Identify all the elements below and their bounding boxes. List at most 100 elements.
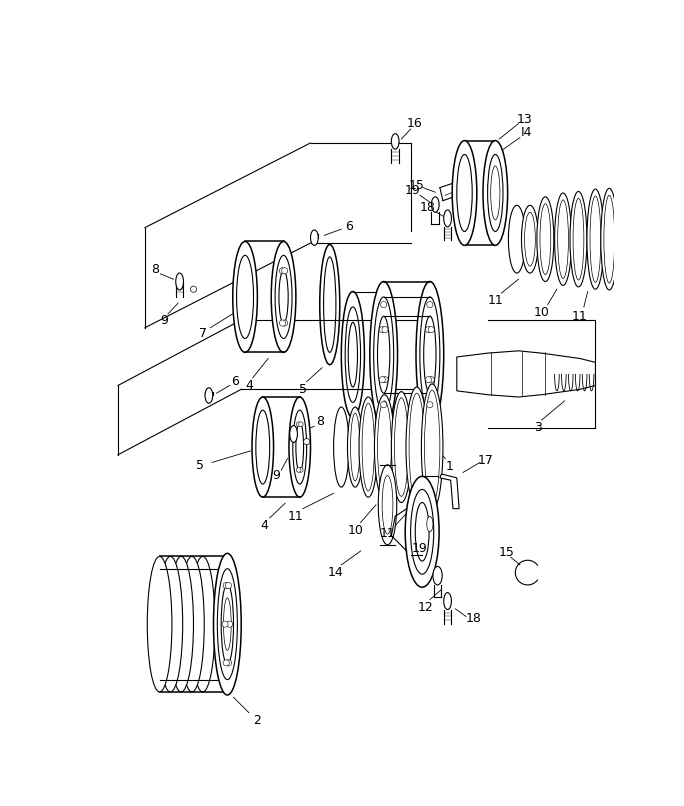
Ellipse shape	[540, 204, 551, 275]
Text: 11: 11	[287, 510, 303, 523]
Text: 4: 4	[245, 379, 253, 392]
Text: 8: 8	[151, 264, 159, 276]
Circle shape	[282, 320, 288, 326]
Ellipse shape	[382, 476, 393, 534]
Text: 13: 13	[516, 113, 532, 126]
Ellipse shape	[348, 322, 358, 387]
Ellipse shape	[409, 393, 425, 501]
Ellipse shape	[410, 489, 434, 574]
Polygon shape	[440, 474, 459, 509]
Circle shape	[382, 326, 388, 333]
Ellipse shape	[275, 256, 292, 339]
Text: 15: 15	[409, 179, 425, 192]
Text: 15: 15	[499, 546, 515, 559]
Ellipse shape	[350, 413, 360, 481]
Ellipse shape	[433, 567, 442, 585]
Text: 9: 9	[160, 314, 168, 326]
Ellipse shape	[213, 554, 241, 695]
Circle shape	[379, 326, 385, 333]
Ellipse shape	[176, 273, 183, 290]
Ellipse shape	[395, 398, 408, 496]
Ellipse shape	[590, 196, 601, 282]
Ellipse shape	[570, 192, 587, 287]
Circle shape	[304, 438, 310, 445]
Circle shape	[428, 376, 434, 383]
Ellipse shape	[319, 244, 340, 364]
Ellipse shape	[525, 212, 536, 266]
Ellipse shape	[347, 407, 363, 487]
Ellipse shape	[345, 307, 360, 402]
Text: 1: 1	[445, 459, 453, 473]
Ellipse shape	[391, 392, 411, 502]
Ellipse shape	[537, 197, 554, 281]
Ellipse shape	[252, 397, 274, 497]
Ellipse shape	[296, 422, 304, 472]
Ellipse shape	[444, 592, 451, 609]
Text: 9: 9	[273, 469, 280, 482]
Text: 11: 11	[380, 527, 395, 540]
Ellipse shape	[573, 198, 584, 280]
Text: 19: 19	[404, 184, 420, 197]
Text: 14: 14	[327, 566, 343, 579]
Circle shape	[427, 401, 433, 408]
Text: 5: 5	[196, 459, 205, 472]
Ellipse shape	[452, 140, 477, 245]
Ellipse shape	[457, 155, 472, 231]
Text: 18: 18	[419, 202, 436, 214]
Text: 6: 6	[231, 375, 239, 388]
Ellipse shape	[359, 397, 378, 497]
Circle shape	[298, 422, 303, 426]
Ellipse shape	[423, 316, 436, 393]
Ellipse shape	[378, 401, 391, 493]
Text: 8: 8	[316, 415, 324, 428]
Circle shape	[296, 467, 301, 472]
Circle shape	[223, 583, 229, 588]
Ellipse shape	[169, 556, 194, 692]
Ellipse shape	[289, 397, 311, 497]
Text: 10: 10	[534, 305, 549, 319]
Text: 19: 19	[412, 542, 428, 555]
Circle shape	[226, 621, 233, 627]
Ellipse shape	[406, 387, 428, 507]
Ellipse shape	[557, 200, 568, 278]
Ellipse shape	[373, 297, 394, 413]
Ellipse shape	[508, 206, 525, 273]
Text: 16: 16	[406, 117, 422, 131]
Ellipse shape	[601, 189, 618, 290]
Circle shape	[380, 401, 386, 408]
Circle shape	[226, 660, 232, 666]
Ellipse shape	[587, 189, 604, 289]
Ellipse shape	[190, 556, 215, 692]
Ellipse shape	[405, 476, 439, 588]
Circle shape	[425, 376, 432, 383]
Text: 10: 10	[347, 524, 363, 537]
Text: 4: 4	[261, 519, 268, 532]
Ellipse shape	[416, 281, 444, 428]
Circle shape	[298, 467, 303, 472]
Ellipse shape	[293, 410, 306, 484]
Text: I4: I4	[521, 127, 532, 139]
Text: 2: 2	[252, 714, 261, 727]
Ellipse shape	[427, 517, 433, 532]
Circle shape	[296, 422, 301, 426]
Ellipse shape	[334, 407, 349, 487]
Ellipse shape	[420, 297, 440, 413]
Ellipse shape	[425, 390, 440, 504]
Ellipse shape	[218, 569, 237, 679]
Ellipse shape	[604, 195, 615, 283]
Circle shape	[427, 301, 433, 308]
Ellipse shape	[256, 410, 269, 484]
Ellipse shape	[290, 426, 298, 442]
Ellipse shape	[362, 403, 374, 491]
Ellipse shape	[490, 166, 500, 220]
Ellipse shape	[180, 556, 205, 692]
Ellipse shape	[221, 584, 233, 664]
Ellipse shape	[233, 242, 257, 352]
Ellipse shape	[521, 206, 538, 273]
Text: 7: 7	[199, 327, 207, 340]
Ellipse shape	[555, 193, 572, 285]
Text: 6: 6	[345, 219, 353, 233]
Ellipse shape	[483, 140, 508, 245]
Circle shape	[282, 268, 288, 274]
Ellipse shape	[237, 256, 254, 339]
